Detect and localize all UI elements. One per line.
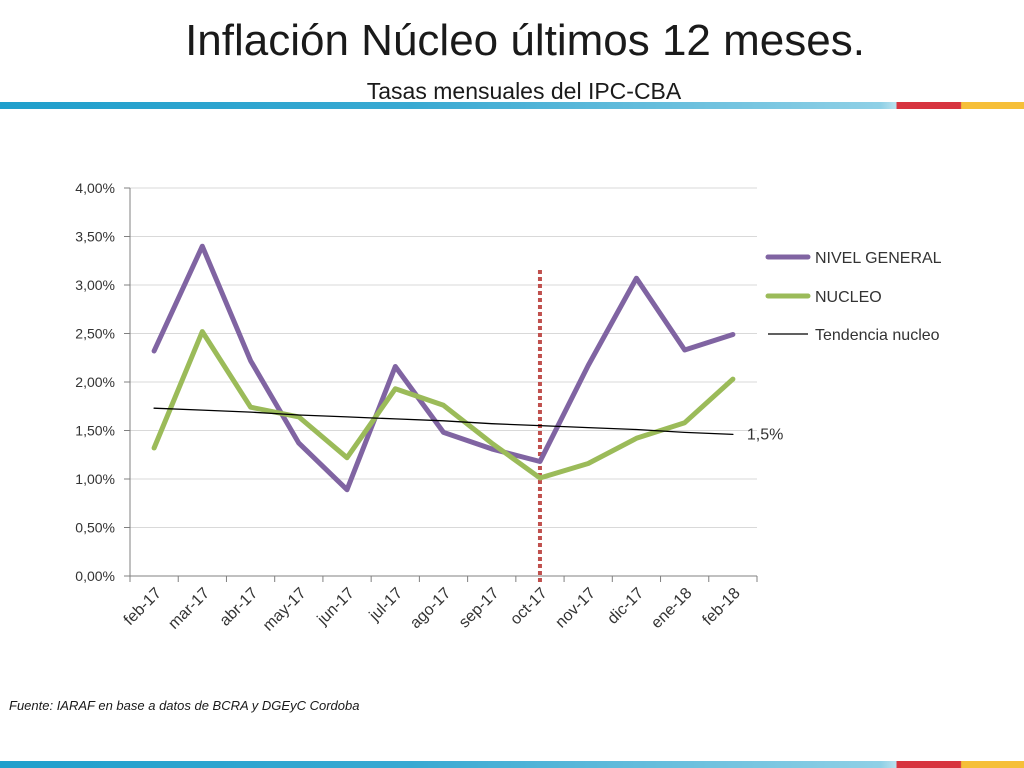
header-color-band (0, 102, 1024, 109)
y-tick-label: 0,00% (75, 568, 115, 584)
legend-label: NIVEL GENERAL (815, 250, 942, 267)
trend-annotation: 1,5% (747, 426, 783, 443)
tick-labels: 0,00% 0,50% 1,00% 1,50% 2,00% 2,50% 3,00% 3,50%… (75, 180, 743, 635)
x-tick-label: sep-17 (456, 585, 503, 632)
x-tick-label: dic-17 (604, 585, 647, 628)
x-tick-label: ene-18 (648, 585, 695, 632)
legend-label: Tendencia nucleo (815, 327, 940, 344)
slide-subtitle: Tasas mensuales del IPC-CBA (366, 78, 682, 104)
slide-title: Inflación Núcleo últimos 12 meses. (185, 16, 865, 65)
series-lines (151, 243, 736, 493)
y-tick-label: 2,00% (75, 374, 115, 390)
y-tick-label: 2,50% (75, 326, 115, 342)
annotations: 1,5% (747, 426, 783, 443)
legend-label: NUCLEO (815, 289, 882, 306)
series-line-nivel-general (151, 243, 736, 493)
axes (124, 187, 758, 582)
footer-color-band (0, 761, 1024, 768)
x-tick-label: oct-17 (507, 585, 551, 629)
x-tick-label: jul-17 (366, 585, 406, 625)
y-tick-label: 0,50% (75, 520, 115, 536)
y-tick-label: 3,00% (75, 277, 115, 293)
x-tick-label: may-17 (260, 585, 310, 635)
y-tick-label: 3,50% (75, 229, 115, 245)
y-tick-label: 1,00% (75, 471, 115, 487)
y-tick-label: 4,00% (75, 180, 115, 196)
x-tick-label: ago-17 (407, 585, 454, 632)
x-tick-label: mar-17 (165, 585, 213, 633)
source-note: Fuente: IARAF en base a datos de BCRA y … (9, 698, 360, 713)
gridlines (130, 187, 757, 528)
x-tick-label: jun-17 (314, 585, 358, 629)
series-line-nucleo (151, 329, 736, 481)
y-tick-label: 1,50% (75, 423, 115, 439)
x-tick-label: feb-18 (700, 585, 744, 629)
legend: NIVEL GENERAL NUCLEO Tendencia nucleo (765, 250, 942, 344)
series-line-tendencia-nucleo (153, 407, 734, 436)
x-tick-label: feb-17 (121, 585, 165, 629)
x-tick-label: abr-17 (217, 585, 262, 630)
x-tick-label: nov-17 (552, 585, 599, 632)
